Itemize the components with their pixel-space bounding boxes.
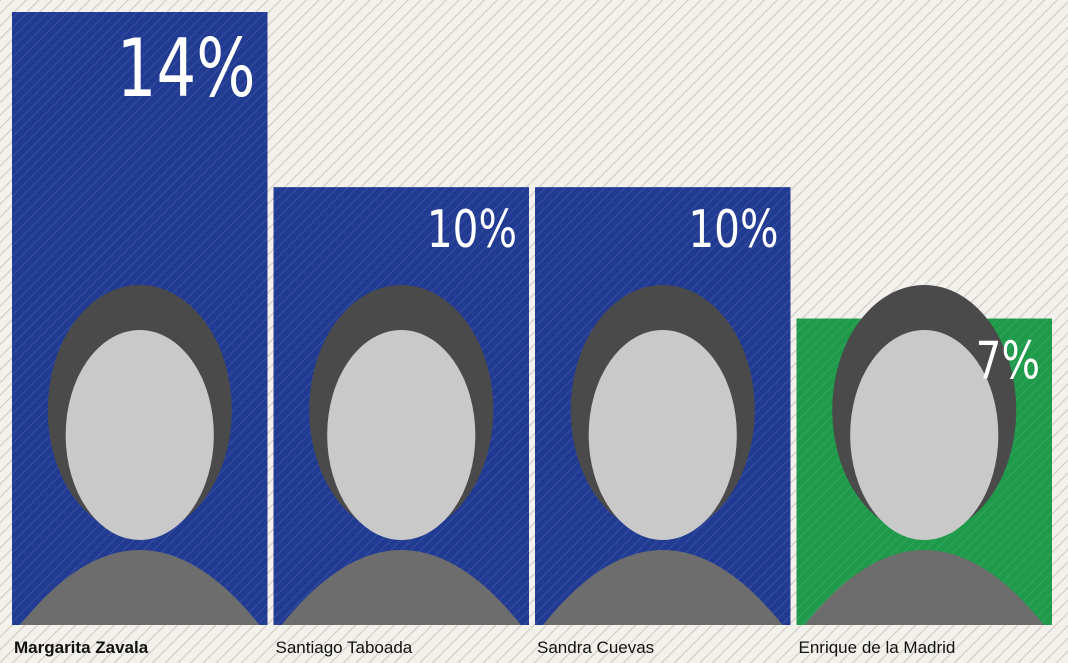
category-label: Sandra Cuevas xyxy=(537,638,654,657)
portrait-body xyxy=(20,550,260,625)
category-label: Santiago Taboada xyxy=(276,638,413,657)
portrait-face xyxy=(327,330,476,540)
value-label: 14% xyxy=(117,21,256,115)
portrait xyxy=(804,285,1044,625)
portrait-face xyxy=(65,330,214,540)
portrait xyxy=(281,285,521,625)
portrait xyxy=(543,285,783,625)
portrait-body xyxy=(543,550,783,625)
category-label: Enrique de la Madrid xyxy=(799,638,956,657)
category-label: Margarita Zavala xyxy=(14,638,149,657)
portrait-face xyxy=(850,330,999,540)
portrait-body xyxy=(804,550,1044,625)
portrait-body xyxy=(281,550,521,625)
portrait xyxy=(20,285,260,625)
value-label: 10% xyxy=(688,199,778,259)
value-label: 10% xyxy=(427,199,517,259)
value-label: 7% xyxy=(976,331,1040,391)
portrait-face xyxy=(588,330,737,540)
